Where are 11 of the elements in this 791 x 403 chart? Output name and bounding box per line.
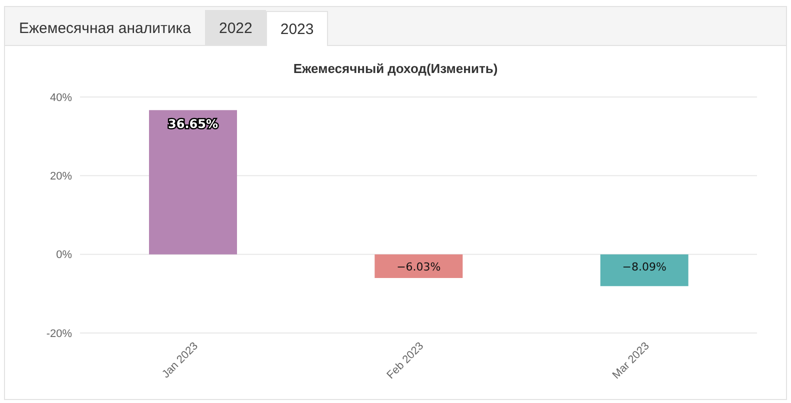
text: 2023 (266, 11, 328, 46)
text: Ежемесячная аналитика (18, 18, 192, 38)
y-tick-label: 40% (50, 92, 72, 104)
y-tick-label: 20% (50, 170, 72, 183)
data-label: 36.65% (168, 117, 218, 132)
data-label: −8.09% (622, 260, 666, 274)
chart-title: Ежемесячный доход(Изменить) (292, 61, 499, 76)
y-tick-label: 0% (56, 249, 72, 262)
data-label: −6.03% (396, 260, 441, 274)
y-tick-label: -20% (46, 328, 72, 340)
text: 2022 (204, 10, 266, 45)
